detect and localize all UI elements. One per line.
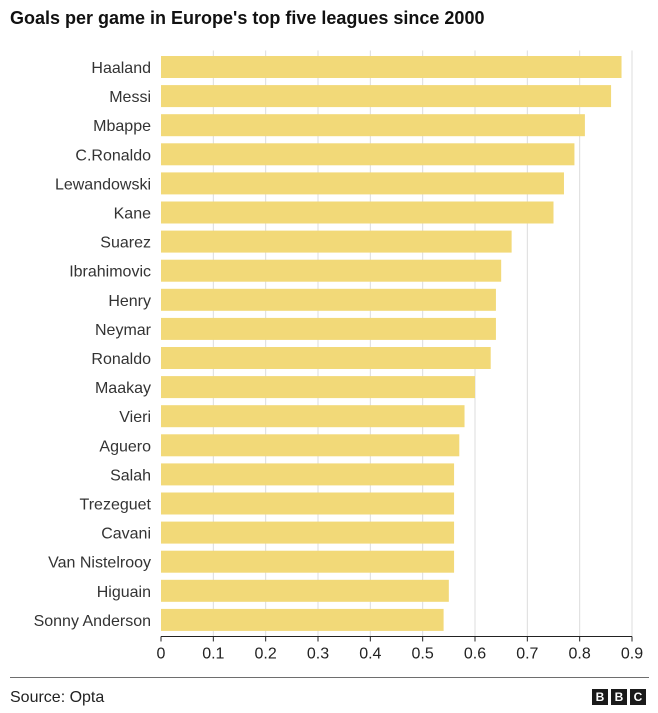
bbc-logo: B B C [592,689,646,705]
x-tick-label: 0.7 [516,645,538,662]
category-label: Ibrahimovic [69,264,151,281]
bar [161,521,455,544]
bar [161,230,512,253]
x-tick-label: 0.1 [202,645,224,662]
bar [161,405,465,428]
bar [161,579,449,602]
footer-divider [10,677,649,678]
bar [161,56,622,78]
category-labels: Haaland Messi Mbappe C.Ronaldo Lewandowski Ka… [34,60,152,630]
bar [161,347,491,369]
bar [161,317,496,340]
category-label: Salah [110,467,151,484]
category-label: Suarez [100,235,151,252]
bar [161,85,612,108]
x-tick-label: 0.8 [569,645,591,662]
category-label: C.Ronaldo [75,147,151,164]
category-label: Higuain [97,584,151,601]
bar [161,463,455,486]
category-label: Kane [114,206,151,223]
x-tick-label: 0 [157,645,166,662]
category-label: Haaland [91,60,151,77]
category-label: Trezeguet [80,497,152,514]
category-label: Henry [108,293,151,310]
logo-letter: B [592,689,608,705]
bars [161,56,622,631]
category-label: Sonny Anderson [34,613,151,630]
logo-letter: B [611,689,627,705]
x-axis: 0 0.1 0.2 0.3 0.4 0.5 0.6 0.7 0.8 0.9 [157,635,643,662]
x-tick-label: 0.6 [464,645,486,662]
category-label: Messi [109,89,151,106]
category-label: Ronaldo [91,351,151,368]
bar [161,143,575,166]
bar [161,114,585,137]
category-label: Cavani [101,526,151,543]
category-label: Van Nistelrooy [48,555,151,572]
bar [161,259,502,282]
logo-letter: C [630,689,646,705]
bar [161,550,455,573]
bar [161,376,475,399]
gridlines [212,50,633,637]
category-label: Lewandowski [55,176,151,193]
category-label: Vieri [119,409,151,426]
x-tick-label: 0.4 [359,645,381,662]
category-label: Mbappe [93,118,151,135]
bar [161,172,564,195]
x-tick-label: 0.5 [412,645,434,662]
category-label: Aguero [99,438,151,455]
bar [161,492,455,515]
bar [161,288,496,311]
category-label: Maakay [95,380,151,397]
bar [161,434,460,457]
x-tick-label: 0.3 [307,645,329,662]
category-label: Neymar [95,322,152,339]
source-note: Source: Opta [10,689,105,706]
x-tick-label: 0.2 [255,645,277,662]
x-tick-label: 0.9 [621,645,643,662]
bar [161,201,554,224]
bar [161,608,444,631]
chart-title: Goals per game in Europe's top five leag… [10,8,485,28]
